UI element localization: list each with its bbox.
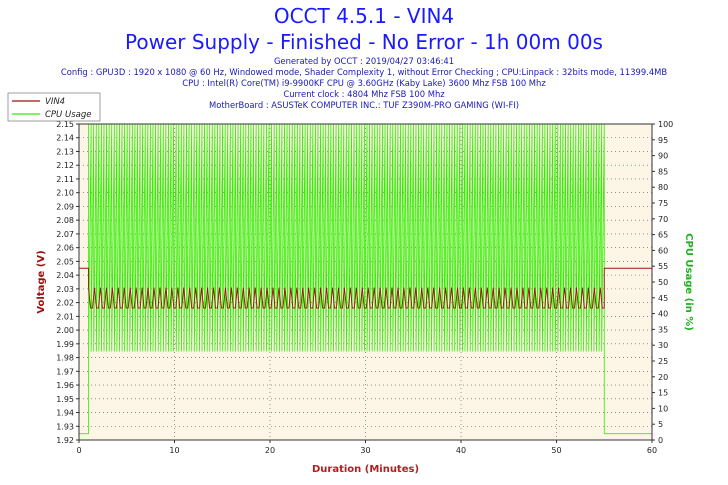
y2-tick-label: 90 xyxy=(658,152,668,161)
x-tick-label: 30 xyxy=(360,446,370,455)
y-tick-label: 2.11 xyxy=(56,175,74,184)
y-tick-label: 2.01 xyxy=(56,312,74,321)
y2-tick-label: 50 xyxy=(658,278,668,287)
y2-tick-label: 10 xyxy=(658,404,668,413)
y2-tick-label: 55 xyxy=(658,262,668,271)
y2-tick-label: 0 xyxy=(658,436,663,445)
y2-tick-label: 95 xyxy=(658,136,668,145)
info-line-clock: Current clock : 4804 Mhz FSB 100 Mhz xyxy=(283,89,445,99)
y-tick-label: 2.02 xyxy=(56,299,74,308)
y2-tick-label: 15 xyxy=(658,389,668,398)
y-tick-label: 1.95 xyxy=(56,395,74,404)
y2-tick-label: 80 xyxy=(658,183,668,192)
y-tick-label: 2.04 xyxy=(56,271,74,280)
y2-tick-label: 60 xyxy=(658,246,668,255)
y-tick-label: 2.08 xyxy=(56,216,74,225)
y-tick-label: 2.06 xyxy=(56,244,74,253)
y2-tick-label: 40 xyxy=(658,310,668,319)
x-tick-label: 10 xyxy=(169,446,179,455)
y-axis-title: Voltage (V) xyxy=(36,250,47,313)
y2-tick-label: 65 xyxy=(658,231,668,240)
x-tick-label: 40 xyxy=(456,446,466,455)
x-tick-label: 60 xyxy=(647,446,657,455)
info-line-cpu: CPU : Intel(R) Core(TM) i9-9900KF CPU @ … xyxy=(182,78,546,88)
info-line-config: Config : GPU3D : 1920 x 1080 @ 60 Hz, Wi… xyxy=(60,67,668,77)
y-tick-label: 2.07 xyxy=(56,230,74,239)
y-tick-label: 2.14 xyxy=(56,134,74,143)
y2-tick-label: 100 xyxy=(658,120,673,129)
y-tick-label: 2.05 xyxy=(56,257,74,266)
y2-tick-label: 75 xyxy=(658,199,668,208)
y-tick-label: 2.12 xyxy=(56,161,74,170)
y2-tick-label: 35 xyxy=(658,325,668,334)
y-tick-label: 1.94 xyxy=(56,409,74,418)
y-tick-label: 2.13 xyxy=(56,147,74,156)
info-line-generated: Generated by OCCT : 2019/04/27 03:46:41 xyxy=(273,56,455,66)
y-tick-label: 2.00 xyxy=(56,326,74,335)
y-tick-label: 2.03 xyxy=(56,285,74,294)
legend-label-cpu-usage: CPU Usage xyxy=(45,110,91,120)
y2-tick-label: 20 xyxy=(658,373,668,382)
y2-tick-label: 30 xyxy=(658,341,668,350)
y2-tick-label: 70 xyxy=(658,215,668,224)
y-tick-label: 1.92 xyxy=(56,436,74,445)
y-tick-label: 1.97 xyxy=(56,367,74,376)
y-tick-label: 1.99 xyxy=(56,340,74,349)
y-tick-label: 2.09 xyxy=(56,202,74,211)
legend-label-vin4: VIN4 xyxy=(45,97,65,107)
y2-tick-label: 85 xyxy=(658,167,668,176)
series-vin4-line xyxy=(79,267,652,309)
chart-subtitle: Power Supply - Finished - No Error - 1h … xyxy=(125,30,603,54)
legend-box xyxy=(7,92,101,122)
y-tick-label: 2.10 xyxy=(56,189,74,198)
y-tick-label: 2.15 xyxy=(56,120,74,129)
y-tick-label: 1.93 xyxy=(56,422,74,431)
y2-tick-label: 5 xyxy=(658,420,663,429)
y-tick-label: 1.96 xyxy=(56,381,74,390)
y-tick-label: 1.98 xyxy=(56,354,74,363)
x-axis-title: Duration (Minutes) xyxy=(312,464,419,475)
series-cpu-usage-line xyxy=(79,123,652,435)
x-tick-label: 50 xyxy=(551,446,561,455)
chart-title: OCCT 4.5.1 - VIN4 xyxy=(273,4,455,28)
y2-tick-label: 25 xyxy=(658,357,668,366)
y2-tick-label: 45 xyxy=(658,294,668,303)
x-tick-label: 20 xyxy=(265,446,275,455)
x-tick-label: 0 xyxy=(76,446,81,455)
info-line-motherboard: MotherBoard : ASUSTeK COMPUTER INC.: TUF… xyxy=(209,100,519,110)
y2-axis-title: CPU Usage (in %) xyxy=(683,233,694,331)
